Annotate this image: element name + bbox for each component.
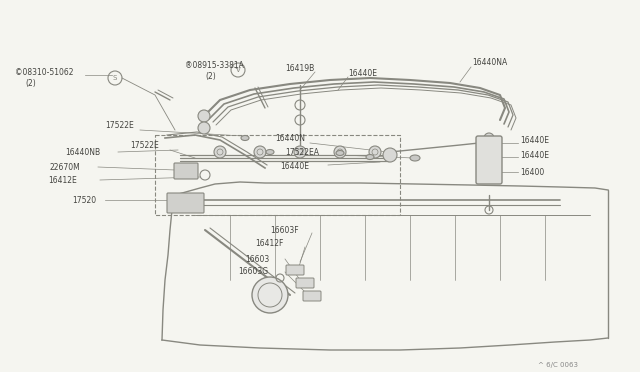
Text: 22670M: 22670M (50, 163, 81, 171)
Text: V: V (236, 67, 241, 73)
Circle shape (484, 150, 494, 160)
Text: 16440NA: 16440NA (472, 58, 508, 67)
Text: 16603F: 16603F (270, 225, 299, 234)
Text: (2): (2) (205, 71, 216, 80)
Circle shape (198, 122, 210, 134)
Circle shape (383, 148, 397, 162)
Circle shape (252, 277, 288, 313)
Circle shape (369, 146, 381, 158)
Text: 16440E: 16440E (348, 68, 377, 77)
Text: ©08310-51062: ©08310-51062 (15, 67, 74, 77)
Text: 16440NB: 16440NB (65, 148, 100, 157)
Text: 16400: 16400 (520, 167, 544, 176)
Circle shape (484, 140, 494, 150)
Ellipse shape (266, 150, 274, 154)
Ellipse shape (410, 155, 420, 161)
FancyBboxPatch shape (286, 265, 304, 275)
Circle shape (334, 146, 346, 158)
Ellipse shape (336, 151, 344, 155)
Text: 16603G: 16603G (238, 267, 268, 276)
Circle shape (198, 110, 210, 122)
Text: ^ 6/C 0063: ^ 6/C 0063 (538, 362, 578, 368)
Text: ®08915-3381A: ®08915-3381A (185, 61, 244, 70)
Text: 17520: 17520 (72, 196, 96, 205)
Text: 17522E: 17522E (105, 121, 134, 129)
Circle shape (484, 133, 494, 143)
FancyBboxPatch shape (167, 193, 204, 213)
FancyBboxPatch shape (303, 291, 321, 301)
FancyBboxPatch shape (476, 136, 502, 184)
Text: 16603: 16603 (245, 254, 269, 263)
Circle shape (214, 146, 226, 158)
Text: S: S (113, 75, 117, 81)
Text: 16440E: 16440E (520, 135, 549, 144)
Text: 17522E: 17522E (130, 141, 159, 150)
Ellipse shape (366, 154, 374, 160)
Text: 16412E: 16412E (48, 176, 77, 185)
Text: 16440E: 16440E (520, 151, 549, 160)
FancyBboxPatch shape (174, 163, 198, 179)
FancyBboxPatch shape (296, 278, 314, 288)
Text: 16412F: 16412F (255, 240, 284, 248)
Circle shape (254, 146, 266, 158)
Ellipse shape (241, 135, 249, 141)
Text: 16440E: 16440E (280, 161, 309, 170)
Circle shape (294, 146, 306, 158)
Text: (2): (2) (25, 78, 36, 87)
Text: 17522EA: 17522EA (285, 148, 319, 157)
Text: 16440N: 16440N (275, 134, 305, 142)
Text: 16419B: 16419B (285, 64, 314, 73)
